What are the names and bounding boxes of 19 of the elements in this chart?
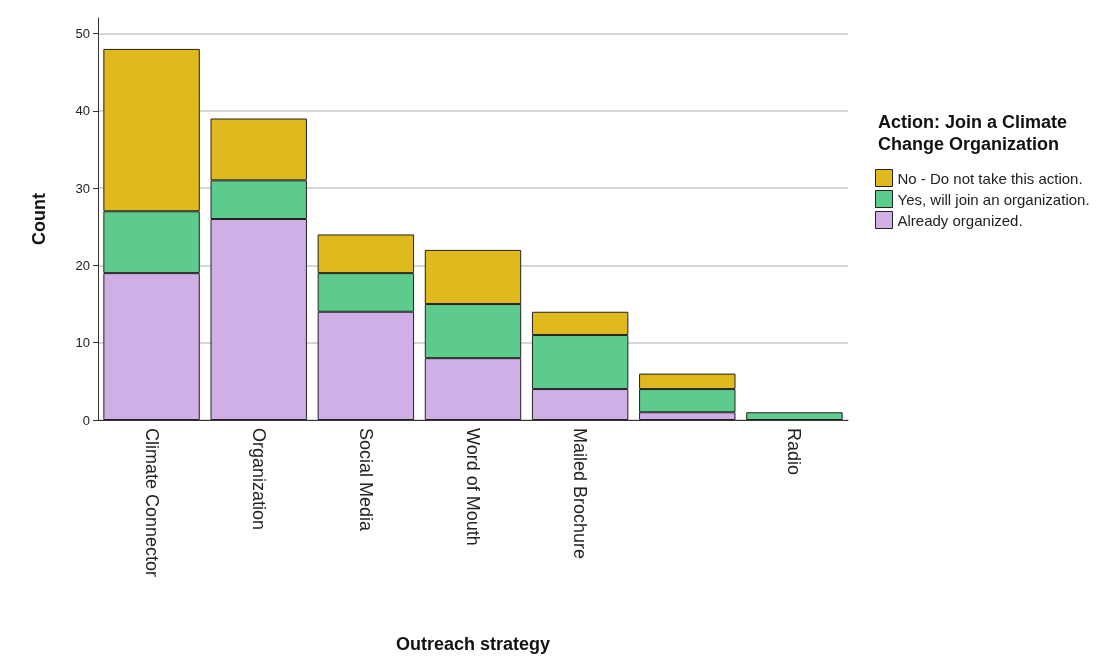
x-tick-label: Word of Mouth: [463, 428, 483, 546]
legend-label: Yes, will join an organization.: [897, 190, 1090, 208]
y-tick-label: 0: [82, 412, 90, 428]
y-tick-label: 20: [75, 257, 90, 273]
x-tick-label: Social Media: [355, 428, 376, 533]
x-axis-title: Outreach strategy: [395, 634, 551, 654]
legend-title: Action: Join a Climate Change Organization: [878, 112, 1073, 154]
x-tick-label: Climate Connector: [141, 428, 162, 578]
bar: [746, 412, 843, 420]
y-tick-label: 10: [75, 335, 90, 351]
x-tick-label: Organization: [248, 428, 269, 531]
x-tick-label: Mailed Brochure: [570, 428, 591, 560]
y-tick-label: 30: [75, 180, 90, 196]
legend-label: No - Do not take this action.: [897, 169, 1083, 187]
legend-label: Already organized.: [897, 211, 1023, 229]
x-tick-label: Radio: [784, 428, 805, 476]
y-tick-label: 40: [75, 103, 90, 119]
y-axis-title: Count: [29, 193, 49, 245]
y-tick-label: 50: [75, 25, 90, 41]
